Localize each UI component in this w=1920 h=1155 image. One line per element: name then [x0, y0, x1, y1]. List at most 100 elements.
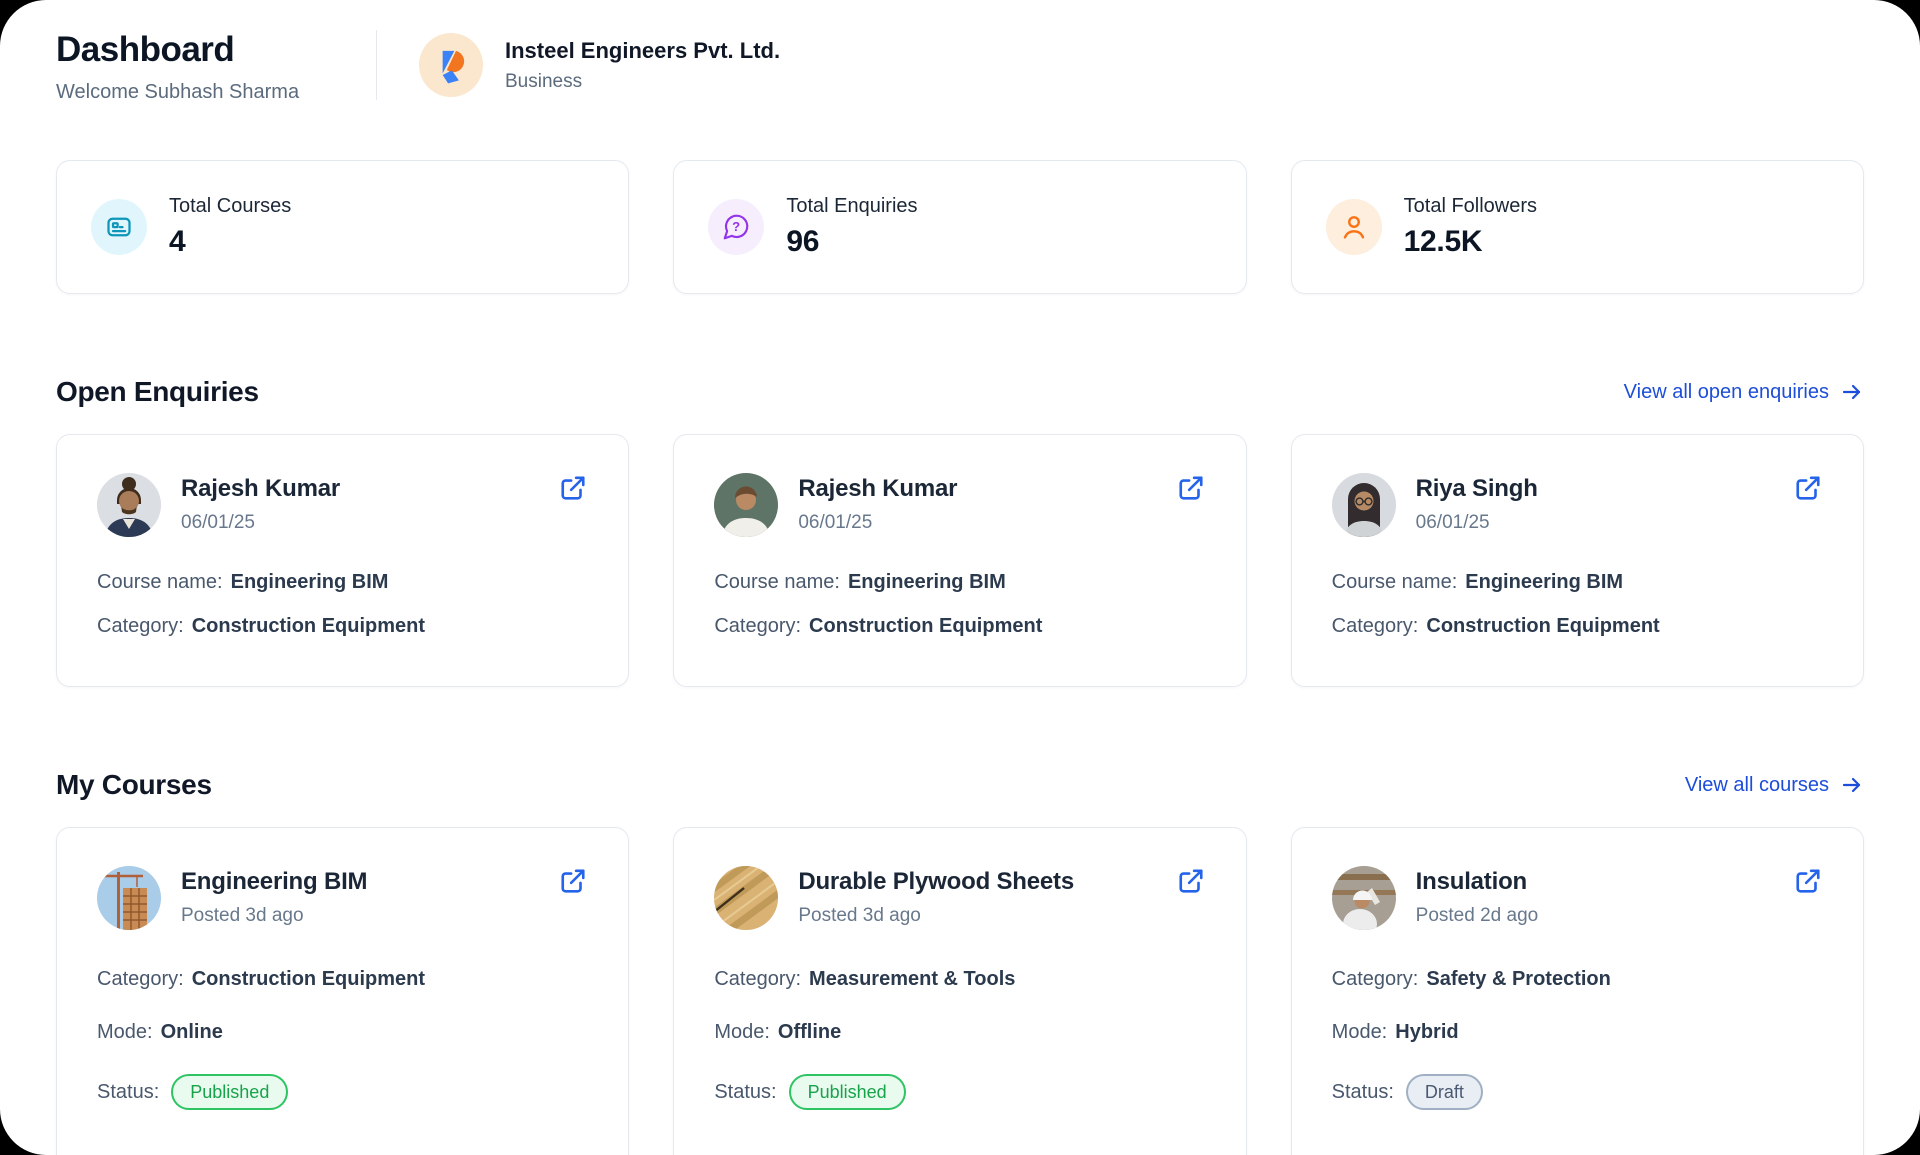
construction-site-photo: [97, 866, 161, 930]
arrow-right-icon: [1842, 384, 1861, 400]
course-card: Durable Plywood Sheets Posted 3d ago Cat…: [673, 827, 1247, 1155]
stat-label: Total Courses: [169, 195, 292, 217]
category-value: Measurement & Tools: [809, 968, 1016, 990]
category-label: Category:: [714, 615, 802, 637]
view-all-courses-label: View all courses: [1684, 773, 1829, 796]
external-link-icon[interactable]: [1176, 866, 1206, 896]
young-man-photo: [714, 473, 779, 537]
course-name-label: Course name:: [1331, 571, 1458, 593]
header-title-block: Dashboard Welcome Subhash Sharma: [56, 26, 376, 104]
stat-card-total-enquiries: ? Total Enquiries 96: [673, 160, 1247, 294]
status-label: Status:: [714, 1080, 777, 1103]
enquiry-name: Riya Singh: [1415, 475, 1538, 502]
category-label: Category:: [1331, 615, 1419, 637]
course-name-row: Course name: Engineering BIM: [1332, 571, 1823, 594]
status-label: Status:: [97, 1080, 160, 1103]
course-name-label: Course name:: [714, 571, 840, 593]
company-block: Insteel Engineers Pvt. Ltd. Business: [419, 26, 780, 104]
mode-row: Mode: Offline: [714, 1021, 1205, 1044]
mode-label: Mode:: [97, 1021, 153, 1043]
status-row: Status: Published: [714, 1074, 1205, 1110]
category-label: Category:: [1331, 968, 1419, 990]
course-title: Insulation: [1415, 868, 1528, 895]
worker-helmet-photo: [1331, 866, 1396, 930]
external-link-icon[interactable]: [558, 473, 588, 503]
my-courses-cards: Engineering BIM Posted 3d ago Category: …: [56, 827, 1864, 1155]
category-row: Category: Construction Equipment: [97, 968, 588, 991]
category-row: Category: Safety & Protection: [1332, 968, 1823, 991]
course-posted: Posted 3d ago: [181, 905, 304, 926]
mode-label: Mode:: [1331, 1021, 1388, 1043]
enquiry-date: 06/01/25: [181, 512, 255, 533]
stat-value: 96: [786, 225, 820, 258]
course-title: Engineering BIM: [181, 868, 368, 895]
category-label: Category:: [97, 968, 184, 990]
enquiry-date: 06/01/25: [798, 512, 873, 533]
external-link-icon[interactable]: [1176, 473, 1206, 503]
man-dreadlocks-photo: [97, 473, 161, 537]
course-card: Insulation Posted 2d ago Category: Safet…: [1290, 827, 1864, 1155]
course-name-value: Engineering BIM: [230, 571, 389, 593]
my-courses-header: My Courses View all courses: [56, 769, 1864, 801]
status-badge: Draft: [1405, 1074, 1483, 1110]
chat-question-icon: ?: [708, 199, 765, 255]
mode-value: Hybrid: [1395, 1021, 1459, 1043]
view-all-courses-link[interactable]: View all courses: [1685, 773, 1864, 797]
enquiry-card: Rajesh Kumar 06/01/25 Course name: Engin…: [673, 434, 1247, 687]
page-title: Dashboard: [56, 30, 235, 69]
company-name: Insteel Engineers Pvt. Ltd.: [505, 37, 781, 63]
course-name-row: Course name: Engineering BIM: [714, 571, 1205, 594]
category-row: Category: Construction Equipment: [1332, 615, 1823, 638]
company-type: Business: [505, 70, 583, 92]
header-divider: [376, 30, 377, 100]
plywood-photo: [714, 866, 779, 930]
course-posted: Posted 2d ago: [1415, 905, 1539, 926]
mode-value: Online: [160, 1021, 223, 1043]
view-all-open-enquiries-label: View all open enquiries: [1623, 380, 1829, 403]
course-title: Durable Plywood Sheets: [798, 868, 1074, 895]
person-icon: [1325, 199, 1382, 255]
external-link-icon[interactable]: [1793, 866, 1823, 896]
mode-row: Mode: Hybrid: [1332, 1021, 1823, 1044]
status-row: Status: Draft: [1332, 1074, 1823, 1110]
stat-text: Total Courses 4: [169, 195, 291, 259]
company-text: Insteel Engineers Pvt. Ltd. Business: [505, 38, 780, 93]
status-row: Status: Published: [97, 1074, 588, 1110]
course-name-value: Engineering BIM: [847, 571, 1006, 593]
category-value: Construction Equipment: [191, 615, 426, 637]
mode-label: Mode:: [714, 1021, 770, 1043]
category-row: Category: Measurement & Tools: [714, 968, 1205, 991]
stat-text: Total Enquiries 96: [786, 195, 917, 259]
category-value: Construction Equipment: [1426, 615, 1660, 637]
insteel-logo-icon: [419, 33, 483, 97]
external-link-icon[interactable]: [1793, 473, 1823, 503]
category-row: Category: Construction Equipment: [714, 615, 1205, 638]
view-all-open-enquiries-link[interactable]: View all open enquiries: [1624, 380, 1864, 404]
category-label: Category:: [97, 615, 184, 637]
open-enquiries-header: Open Enquiries View all open enquiries: [56, 376, 1864, 408]
stat-value: 4: [169, 225, 186, 258]
enquiry-name: Rajesh Kumar: [798, 475, 958, 502]
course-posted: Posted 3d ago: [798, 905, 921, 926]
open-enquiries-title: Open Enquiries: [56, 376, 259, 407]
welcome-text: Welcome Subhash Sharma: [56, 81, 300, 103]
enquiry-date: 06/01/25: [1415, 512, 1490, 533]
category-value: Construction Equipment: [191, 968, 426, 990]
course-name-value: Engineering BIM: [1465, 571, 1624, 593]
category-row: Category: Construction Equipment: [97, 615, 588, 638]
stat-value: 12.5K: [1403, 225, 1483, 258]
enquiry-card: Rajesh Kumar 06/01/25 Course name: Engin…: [56, 434, 630, 687]
enquiry-card: Riya Singh 06/01/25 Course name: Enginee…: [1290, 434, 1864, 687]
external-link-icon[interactable]: [558, 866, 588, 896]
arrow-right-icon: [1842, 777, 1861, 793]
mode-value: Offline: [777, 1021, 842, 1043]
category-value: Construction Equipment: [809, 615, 1043, 637]
stat-card-total-followers: Total Followers 12.5K: [1290, 160, 1864, 294]
course-name-label: Course name:: [97, 571, 223, 593]
stat-label: Total Followers: [1403, 195, 1538, 217]
mode-row: Mode: Online: [97, 1021, 588, 1044]
woman-glasses-photo: [1331, 473, 1396, 537]
course-name-row: Course name: Engineering BIM: [97, 571, 588, 594]
enquiry-name: Rajesh Kumar: [181, 475, 340, 502]
